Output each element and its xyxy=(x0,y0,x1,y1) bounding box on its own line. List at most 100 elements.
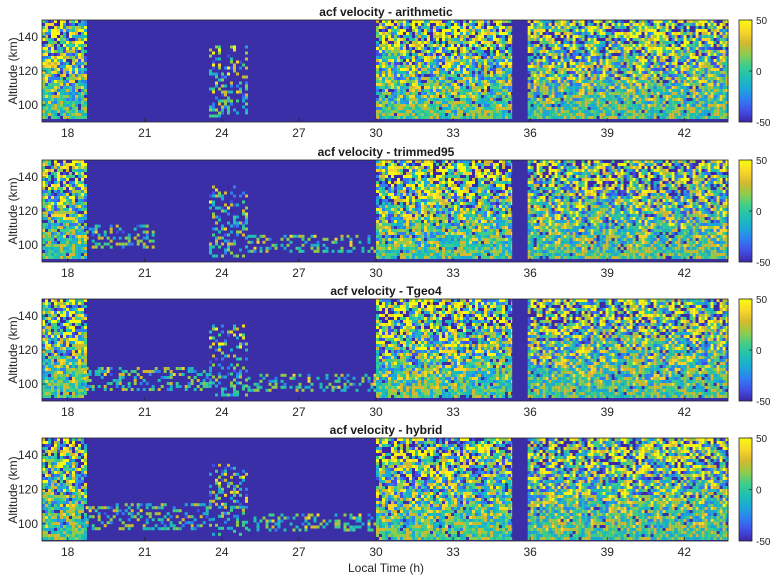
y-tick-label: 120 xyxy=(18,64,38,78)
heatmap-region xyxy=(209,45,248,118)
heatmap-region xyxy=(247,513,377,532)
heatmap-region xyxy=(209,185,248,258)
heatmap-region xyxy=(527,160,729,259)
x-tick-label: 21 xyxy=(138,405,152,419)
colorbar-tick-label: 0 xyxy=(756,346,762,357)
panel-1-title: acf velocity - arithmetic xyxy=(319,5,453,19)
y-tick-label: 100 xyxy=(18,377,38,391)
x-tick-label: 39 xyxy=(601,545,615,559)
x-tick-label: 30 xyxy=(369,545,383,559)
panel-1-colorbar: 50 0 -50 xyxy=(738,16,771,129)
x-tick-label: 18 xyxy=(61,405,75,419)
colorbar-tick-label: 0 xyxy=(756,207,762,218)
x-tick-label: 27 xyxy=(292,126,306,140)
heatmap-region xyxy=(376,438,514,540)
heatmap-region xyxy=(42,299,87,398)
x-tick-label: 21 xyxy=(138,266,152,280)
y-tick-label: 120 xyxy=(18,483,38,497)
panel-3-y-axis-label: Altitude (km) xyxy=(6,316,20,383)
heatmap-region xyxy=(527,20,729,119)
x-tick-label: 42 xyxy=(678,266,692,280)
y-tick-label: 100 xyxy=(18,98,38,112)
panel-2-colorbar: 50 0 -50 xyxy=(738,156,771,269)
panel-2-heatmap xyxy=(41,159,729,263)
x-tick-label: 33 xyxy=(446,545,460,559)
colorbar-tick-label: -50 xyxy=(756,258,771,269)
heatmap-region xyxy=(209,324,248,397)
y-tick-label: 120 xyxy=(18,343,38,357)
x-tick-label: 39 xyxy=(601,126,615,140)
panel-2: acf velocity - trimmed95 18 21 24 27 30 33 36 3… xyxy=(6,145,771,280)
x-tick-label: 39 xyxy=(601,266,615,280)
data-gap xyxy=(512,438,528,541)
x-tick-label: 27 xyxy=(292,545,306,559)
data-gap xyxy=(512,160,528,262)
panel-3-x-ticks: 18 21 24 27 30 33 36 39 42 xyxy=(61,397,691,419)
panel-3-heatmap xyxy=(41,298,729,402)
panel-1-x-ticks: 18 21 24 27 30 33 36 39 42 xyxy=(61,118,691,140)
colorbar-tick-label: 50 xyxy=(756,295,768,306)
x-tick-label: 42 xyxy=(678,126,692,140)
y-tick-label: 140 xyxy=(18,170,38,184)
heatmap-region xyxy=(376,20,514,119)
panel-3-y-ticks: 100 120 140 xyxy=(18,309,46,391)
panel-4-colorbar: 50 0 -50 xyxy=(738,434,771,548)
x-tick-label: 33 xyxy=(446,266,460,280)
colorbar-tick-label: 0 xyxy=(756,67,762,78)
panel-2-title: acf velocity - trimmed95 xyxy=(318,145,455,159)
x-tick-label: 30 xyxy=(369,405,383,419)
panel-3-colorbar: 50 0 -50 xyxy=(738,295,771,408)
x-tick-label: 33 xyxy=(446,126,460,140)
x-tick-label: 24 xyxy=(215,545,229,559)
y-tick-label: 120 xyxy=(18,204,38,218)
y-tick-label: 140 xyxy=(18,30,38,44)
panel-1: acf velocity - arithmetic 18 21 24 27 30 33 36… xyxy=(6,5,771,140)
y-tick-label: 100 xyxy=(18,238,38,252)
x-tick-label: 42 xyxy=(678,405,692,419)
panel-4-x-ticks: 18 21 24 27 30 33 36 39 42 xyxy=(61,537,691,559)
y-tick-label: 140 xyxy=(18,448,38,462)
panel-3: acf velocity - Tgeo4 18 21 24 27 30 33 36 39 42 … xyxy=(6,284,771,419)
colorbar-tick-label: 50 xyxy=(756,156,768,167)
x-tick-label: 24 xyxy=(215,126,229,140)
colorbar-tick-label: -50 xyxy=(756,397,771,408)
x-tick-label: 36 xyxy=(523,545,537,559)
panel-3-title: acf velocity - Tgeo4 xyxy=(330,284,442,298)
data-gap xyxy=(512,299,528,401)
x-tick-label: 21 xyxy=(138,126,152,140)
colorbar-tick-label: 0 xyxy=(756,486,762,497)
panel-4-y-axis-label: Altitude (km) xyxy=(6,456,20,523)
heatmap-region xyxy=(247,373,377,392)
x-tick-label: 42 xyxy=(678,545,692,559)
heatmap-region xyxy=(42,160,87,259)
y-tick-label: 100 xyxy=(18,517,38,531)
x-tick-label: 24 xyxy=(215,405,229,419)
heatmap-region xyxy=(527,438,729,540)
x-axis-label: Local Time (h) xyxy=(348,561,424,575)
x-tick-label: 27 xyxy=(292,266,306,280)
x-tick-label: 27 xyxy=(292,405,306,419)
heatmap-region xyxy=(85,367,212,391)
x-tick-label: 39 xyxy=(601,405,615,419)
heatmap-region xyxy=(376,160,514,259)
heatmap-region xyxy=(85,503,212,531)
heatmap-region xyxy=(209,463,248,536)
panel-2-y-ticks: 100 120 140 xyxy=(18,170,46,252)
x-tick-label: 18 xyxy=(61,266,75,280)
x-tick-label: 36 xyxy=(523,126,537,140)
x-tick-label: 30 xyxy=(369,126,383,140)
colorbar-tick-label: -50 xyxy=(756,537,771,548)
colorbar-tick-label: 50 xyxy=(756,16,768,27)
panel-4-heatmap xyxy=(41,437,729,542)
x-tick-label: 21 xyxy=(138,545,152,559)
panel-4-title: acf velocity - hybrid xyxy=(330,423,443,437)
data-gap xyxy=(512,20,528,122)
panel-4-y-ticks: 100 120 140 xyxy=(18,448,46,531)
x-tick-label: 33 xyxy=(446,405,460,419)
panel-1-heatmap xyxy=(41,19,729,123)
panel-2-x-ticks: 18 21 24 27 30 33 36 39 42 xyxy=(61,258,691,280)
x-tick-label: 36 xyxy=(523,266,537,280)
heatmap-region xyxy=(85,224,155,249)
panel-1-y-axis-label: Altitude (km) xyxy=(6,37,20,104)
